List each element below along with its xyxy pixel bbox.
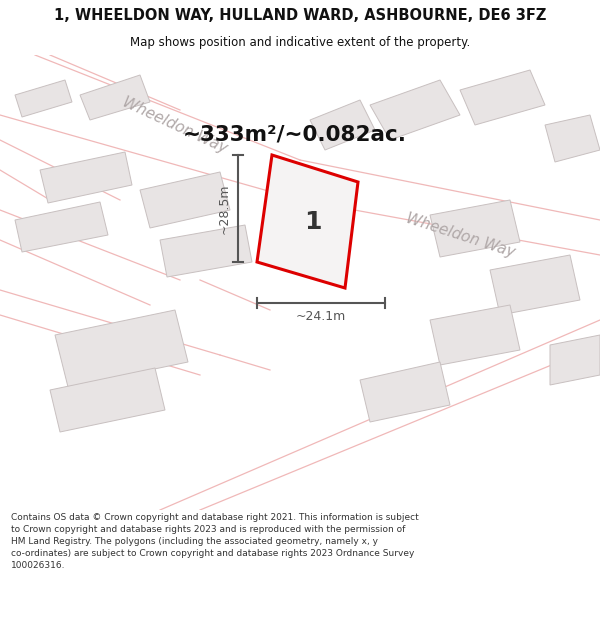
Polygon shape xyxy=(160,225,252,277)
Polygon shape xyxy=(370,80,460,140)
Polygon shape xyxy=(360,362,450,422)
Polygon shape xyxy=(490,255,580,315)
Polygon shape xyxy=(140,172,230,228)
Text: 1: 1 xyxy=(304,210,322,234)
Text: 1, WHEELDON WAY, HULLAND WARD, ASHBOURNE, DE6 3FZ: 1, WHEELDON WAY, HULLAND WARD, ASHBOURNE… xyxy=(54,8,546,23)
Text: ~28.5m: ~28.5m xyxy=(218,183,230,234)
Polygon shape xyxy=(310,100,375,150)
Polygon shape xyxy=(50,368,165,432)
Polygon shape xyxy=(15,202,108,252)
Polygon shape xyxy=(257,155,358,288)
Polygon shape xyxy=(55,310,188,387)
Text: Wheeldon Way: Wheeldon Way xyxy=(404,210,517,260)
Polygon shape xyxy=(430,200,520,257)
Polygon shape xyxy=(550,335,600,385)
Polygon shape xyxy=(15,80,72,117)
Polygon shape xyxy=(545,115,600,162)
Polygon shape xyxy=(40,152,132,203)
Text: Wheeldon Way: Wheeldon Way xyxy=(120,94,230,156)
Text: Map shows position and indicative extent of the property.: Map shows position and indicative extent… xyxy=(130,36,470,49)
Text: Contains OS data © Crown copyright and database right 2021. This information is : Contains OS data © Crown copyright and d… xyxy=(11,514,419,569)
Text: ~24.1m: ~24.1m xyxy=(296,311,346,324)
Polygon shape xyxy=(430,305,520,365)
Text: ~333m²/~0.082ac.: ~333m²/~0.082ac. xyxy=(183,125,407,145)
Polygon shape xyxy=(80,75,150,120)
Polygon shape xyxy=(460,70,545,125)
